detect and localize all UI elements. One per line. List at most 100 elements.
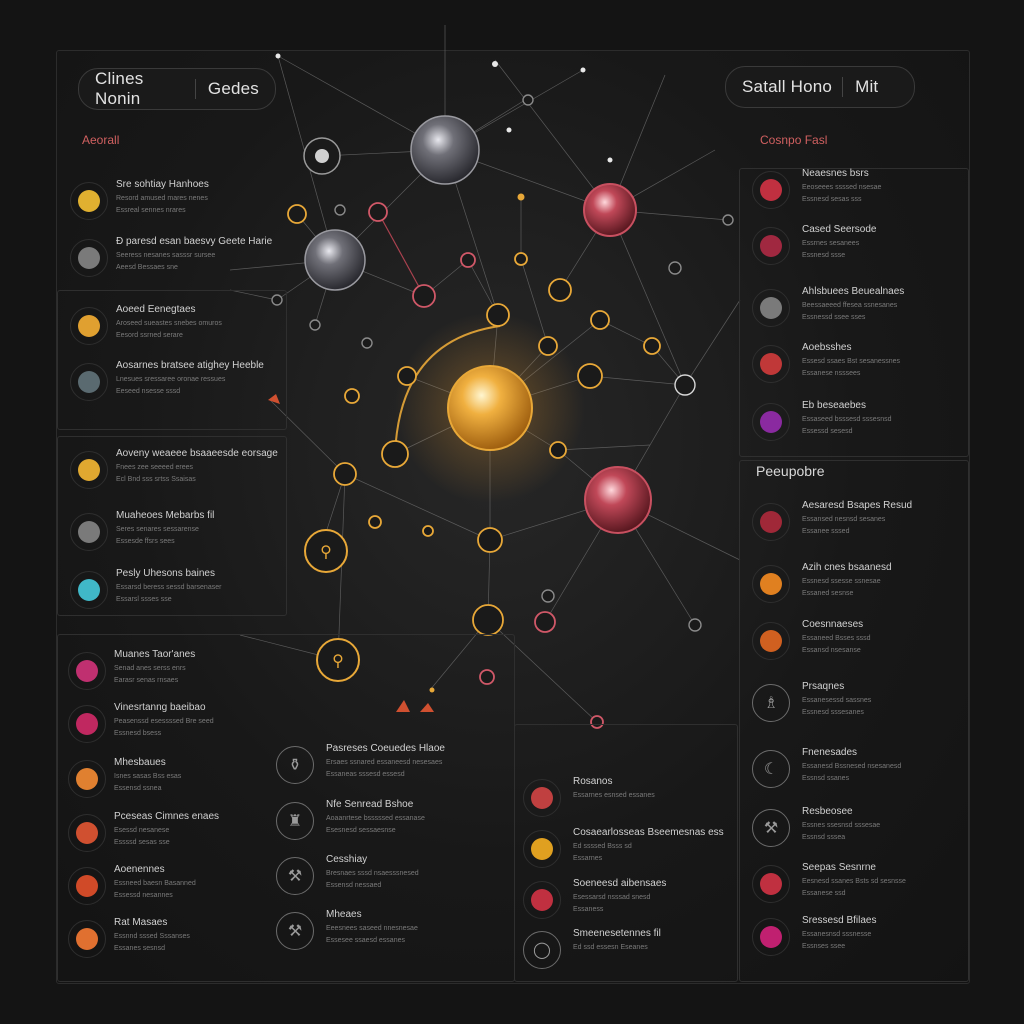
item-icon xyxy=(70,571,108,609)
bottom-center-panel xyxy=(514,724,738,982)
right-section-title: Cosnpo Fasl xyxy=(760,133,828,147)
list-item[interactable]: Pceseas Cimnes enaes Esessd nesanese Ess… xyxy=(68,809,278,857)
item-title: Aosarnes bratsee atighey Heeble xyxy=(116,360,264,371)
list-item[interactable]: ♗ Prsaqnes Essanesessd sassnes Essnesd s… xyxy=(752,679,962,727)
item-title: Aoenennes xyxy=(114,864,165,875)
list-item[interactable]: Mhesbaues Isnes sasas Bss esas Essensd s… xyxy=(68,755,278,803)
item-icon: ⚱ xyxy=(276,746,314,784)
list-item[interactable]: Rosanos Essarnes esnsed essanes xyxy=(523,774,733,822)
item-icon: ⚒ xyxy=(752,809,790,847)
list-item[interactable]: Eb beseaebes Essaseed bsssesd sssesnsd E… xyxy=(752,398,962,446)
item-title: Vinesrtanng baeibao xyxy=(114,702,206,713)
list-item[interactable]: Ð paresd esan baesvy Geete Harie Seeress… xyxy=(70,234,280,282)
item-subtitle: Senad anes serss enrs xyxy=(114,665,186,672)
item-icon xyxy=(752,918,790,956)
item-title: Cosaearlosseas Bseemesnas ess xyxy=(573,827,724,838)
item-icon xyxy=(68,760,106,798)
list-item[interactable]: Aoenennes Essneed baesn Basanned Essessd… xyxy=(68,862,278,910)
item-title: Rat Masaes xyxy=(114,917,168,928)
item-icon: ⚒ xyxy=(276,912,314,950)
item-title: Mheaes xyxy=(326,909,362,920)
header-pill-right[interactable]: Satall Hono Mit xyxy=(725,66,915,108)
item-subtitle: Essnnd sssed Sssanses xyxy=(114,933,190,940)
list-item[interactable]: Aosarnes bratsee atighey Heeble Lnesues … xyxy=(70,358,280,406)
list-item[interactable]: Cosaearlosseas Bseemesnas ess Ed ssssed … xyxy=(523,825,733,873)
item-icon: ⚒ xyxy=(276,857,314,895)
item-subtitle: Essanesnsd sssnesse xyxy=(802,931,872,938)
item-icon xyxy=(752,289,790,327)
list-item[interactable]: Muaheoes Mebarbs fil Seres senares sessa… xyxy=(70,508,280,556)
list-item[interactable]: Pesly Uhesons baines Essarsd beress sess… xyxy=(70,566,280,614)
item-subtitle: Essnesd ssse xyxy=(802,252,846,259)
item-title: Nfe Senread Bshoe xyxy=(326,799,414,810)
item-subtitle: Essnses ssee xyxy=(802,943,846,950)
list-item[interactable]: Aoebsshes Essesd ssaes Bst sesanessnes E… xyxy=(752,340,962,388)
main-frame xyxy=(56,50,970,984)
list-item[interactable]: Coesnnaeses Essaneed Bsses sssd Essansd … xyxy=(752,617,962,665)
list-item[interactable]: Azih cnes bsaanesd Essnesd ssesse ssnesa… xyxy=(752,560,962,608)
list-item[interactable]: ⚱ Pasreses Coeuedes Hlaoe Ersaes ssnared… xyxy=(276,741,496,789)
item-subtitle: Essaned sesnse xyxy=(802,590,854,597)
item-subtitle: Essessd sesesd xyxy=(802,428,853,435)
item-title: Aoeed Eenegtaes xyxy=(116,304,196,315)
item-subtitle: Essesee ssaesd essanes xyxy=(326,937,405,944)
item-subtitle: Essnsd ssanes xyxy=(802,775,850,782)
item-subtitle: Ersaes ssnared essaneesd nesesaes xyxy=(326,759,443,766)
item-icon: ☾ xyxy=(752,750,790,788)
svg-text:⚲: ⚲ xyxy=(332,651,344,670)
header-pill-right-side: Mit xyxy=(842,77,894,97)
item-title: Prsaqnes xyxy=(802,681,845,692)
list-item[interactable]: ◯ Smeenesetennes fil Ed ssd essesn Esean… xyxy=(523,926,733,974)
item-subtitle: Essnesd sssesanes xyxy=(802,709,864,716)
item-subtitle: Essssd sesas sse xyxy=(114,839,170,846)
node-orb-red-right xyxy=(584,466,652,534)
vase-icon: ⚱ xyxy=(288,757,302,774)
item-title: Pasreses Coeuedes Hlaoe xyxy=(326,743,445,754)
item-title: Azih cnes bsaanesd xyxy=(802,562,892,573)
list-item[interactable]: ⚒ Resbeosee Essnes ssesnsd sssesae Essns… xyxy=(752,804,962,852)
item-icon: ◯ xyxy=(523,931,561,969)
right-panel-1 xyxy=(739,168,969,457)
item-subtitle: Essaneas sssesd essesd xyxy=(326,771,405,778)
list-item[interactable]: Aoeed Eenegtaes Aroseed sueastes snebes … xyxy=(70,302,280,350)
item-title: Ð paresd esan baesvy Geete Harie xyxy=(116,236,273,247)
right-section2-title: Peeupobre xyxy=(756,463,825,479)
list-item[interactable]: ♜ Nfe Senread Bshoe Aoaanrtese bsssssed … xyxy=(276,797,496,845)
list-item[interactable]: Seepas Sesnrne Eesnesd ssanes Bsts sd se… xyxy=(752,860,962,908)
item-subtitle: Essreal sennes nrares xyxy=(116,207,186,214)
item-subtitle: Aroseed sueastes snebes omuros xyxy=(116,320,222,327)
tower-icon: ♜ xyxy=(287,813,303,830)
item-title: Cased Seersode xyxy=(802,224,877,235)
item-subtitle: Eesnesd ssanes Bsts sd sesnsse xyxy=(802,878,906,885)
item-title: Muanes Taor'anes xyxy=(114,649,196,660)
list-item[interactable]: Aoveny weaeee bsaaeesde eorsage Fnees ze… xyxy=(70,446,280,494)
item-title: Aoebsshes xyxy=(802,342,852,353)
item-subtitle: Essanese ssd xyxy=(802,890,846,897)
list-item[interactable]: Sressesd Bfilaes Essanesnsd sssnesse Ess… xyxy=(752,913,962,961)
header-pill-left[interactable]: Clines Nonin Gedes xyxy=(78,68,276,110)
list-item[interactable]: Sre sohtiay Hanhoes Resord amused mares … xyxy=(70,177,280,225)
moon-icon: ☾ xyxy=(763,761,779,778)
list-item[interactable]: Neaesnes bsrs Eeoseees ssssed nsesae Ess… xyxy=(752,166,962,214)
item-icon xyxy=(523,830,561,868)
list-item[interactable]: Soeneesd aibensaes Esessarsd nsssad snes… xyxy=(523,876,733,924)
list-item[interactable]: Cased Seersode Essrnes sesanees Essnesd … xyxy=(752,222,962,270)
item-subtitle: Resord amused mares nenes xyxy=(116,195,208,202)
list-item[interactable]: Aesaresd Bsapes Resud Essansed nesnsd se… xyxy=(752,498,962,546)
item-icon xyxy=(70,363,108,401)
list-item[interactable]: ⚒ Cesshiay Bresnaes sssd nsaesssnesed Es… xyxy=(276,852,496,900)
list-item[interactable]: Ahlsbuees Beuealnaes Beessaeeed ffesea s… xyxy=(752,284,962,332)
item-subtitle: Eeoseees ssssed nsesae xyxy=(802,184,882,191)
item-title: Coesnnaeses xyxy=(802,619,864,630)
item-icon xyxy=(752,403,790,441)
list-item[interactable]: ☾ Fnenesades Essanesd Bssnesed nsesanesd… xyxy=(752,745,962,793)
list-item[interactable]: Rat Masaes Essnnd sssed Sssanses Essanes… xyxy=(68,915,278,963)
list-item[interactable]: Muanes Taor'anes Senad anes serss enrs E… xyxy=(68,647,278,695)
item-subtitle: Essanese nsssees xyxy=(802,370,861,377)
item-title: Aesaresd Bsapes Resud xyxy=(802,500,913,511)
list-item[interactable]: ⚒ Mheaes Eeesnees saseed nnesnesae Esses… xyxy=(276,907,496,955)
item-subtitle: Essanee sssed xyxy=(802,528,850,535)
list-item[interactable]: Vinesrtanng baeibao Peasenssd esessssed … xyxy=(68,700,278,748)
item-subtitle: Eeesnees saseed nnesnesae xyxy=(326,925,418,932)
